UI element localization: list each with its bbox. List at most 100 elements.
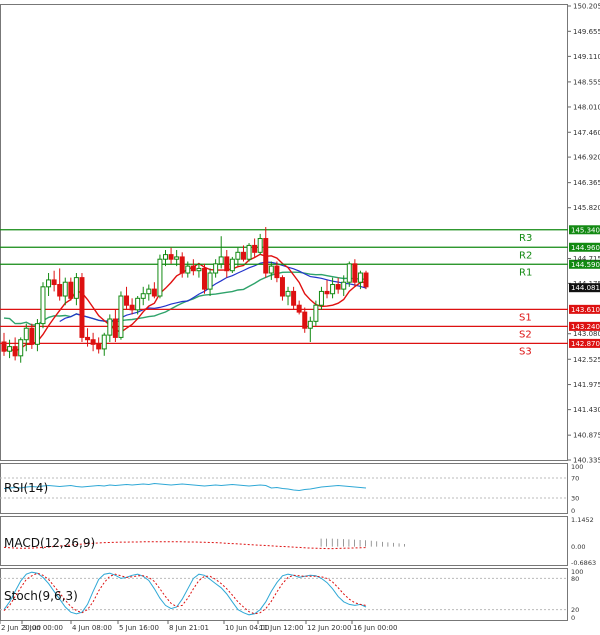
y-tick-label: 140.335 (573, 457, 600, 465)
candle-body (135, 297, 141, 311)
candle-body (12, 346, 18, 357)
candle-body (235, 251, 241, 260)
candle-body (285, 290, 291, 297)
candle-body (1, 341, 7, 352)
stoch-label: Stoch(9,6,3) (4, 589, 78, 603)
x-tick-label: 5 Jun 16:00 (119, 624, 159, 632)
level-name-s3: S3 (519, 346, 532, 357)
candle-body (51, 279, 57, 286)
level-value-r2: 144.960 (571, 244, 600, 252)
ma-green-line (3, 271, 367, 326)
candle-body (318, 290, 324, 306)
candle-body (229, 258, 235, 272)
candle-body (218, 256, 224, 265)
candle-body (85, 336, 91, 341)
candle-body (73, 277, 79, 299)
current-price-tag (569, 283, 600, 293)
candle-body (62, 281, 68, 297)
candle-body (185, 265, 191, 274)
current-price-label: 144.081 (571, 284, 600, 292)
candle-body (29, 327, 35, 345)
x-tick-label: 16 Jun 00:00 (353, 624, 397, 632)
level-name-s2: S2 (519, 329, 532, 340)
candlesticks (1, 227, 369, 363)
x-tick-label: 10 Jun 04:00 (225, 624, 269, 632)
candle-body (163, 254, 169, 260)
y-tick-label: 144.715 (573, 255, 600, 263)
candle-body (246, 244, 252, 260)
level-name-r3: R3 (519, 233, 532, 244)
candle-body (124, 295, 130, 306)
candle-body (307, 320, 313, 329)
candle-body (268, 265, 274, 274)
x-tick-label: 11 Jun 12:00 (259, 624, 303, 632)
candle-body (252, 244, 258, 253)
macd-scale-label: 1.1452 (571, 516, 594, 524)
level-value-s1: 143.610 (571, 306, 600, 314)
macd-label: MACD(12,26,9) (4, 536, 95, 550)
candle-body (174, 256, 180, 260)
candle-body (213, 263, 219, 274)
rsi-scale-label: 30 (571, 495, 579, 503)
y-tick-label: 149.655 (573, 28, 600, 36)
candle-body (302, 311, 308, 329)
y-tick-label: 149.110 (573, 53, 600, 61)
candle-body (346, 263, 352, 283)
level-name-r2: R2 (519, 250, 532, 261)
candle-body (90, 339, 96, 345)
level-name-r1: R1 (519, 267, 532, 278)
y-tick-label: 142.525 (573, 356, 600, 364)
y-tick-label: 141.430 (573, 406, 600, 414)
candle-body (96, 343, 102, 350)
level-value-s2: 143.240 (571, 323, 600, 331)
macd-scale-label: 0.00 (571, 543, 585, 551)
candle-body (313, 304, 319, 322)
candle-body (129, 304, 135, 311)
candle-body (112, 318, 118, 338)
candle-body (240, 251, 246, 260)
stoch-panel-frame (0, 568, 568, 621)
candle-body (263, 238, 269, 274)
grid (0, 4, 568, 461)
candle-body (279, 277, 285, 297)
candle-body (157, 258, 163, 297)
rsi-scale-label: 70 (571, 475, 579, 483)
ma-red-line (3, 253, 367, 352)
candle-body (18, 339, 24, 357)
macd-scale-label: -0.6863 (571, 559, 596, 567)
candle-body (335, 284, 341, 290)
candle-body (190, 265, 196, 272)
candle-body (34, 323, 40, 345)
moving-averages (3, 253, 367, 352)
candle-body (352, 263, 358, 283)
stoch-scale-label: 0 (571, 614, 575, 622)
level-value-r3: 145.340 (571, 226, 600, 234)
x-tick-label: 2 Jun 20:00 (1, 624, 41, 632)
candle-body (224, 256, 230, 272)
candle-body (151, 288, 157, 297)
level-value-r1: 144.590 (571, 261, 600, 269)
y-tick-label: 141.975 (573, 381, 600, 389)
candle-body (79, 277, 85, 338)
candle-body (23, 327, 29, 341)
y-tick-label: 145.820 (573, 204, 600, 212)
candle-body (257, 238, 263, 253)
x-tick-label: 4 Jun 08:00 (72, 624, 112, 632)
candle-body (46, 279, 52, 288)
candle-body (274, 265, 280, 279)
candle-body (341, 281, 347, 290)
y-tick-label: 140.875 (573, 432, 600, 440)
rsi-scale-label: 100 (571, 463, 583, 471)
x-tick-label: 12 Jun 20:00 (307, 624, 351, 632)
stoch-scale-label: 20 (571, 606, 579, 614)
macd-signal-line (3, 541, 367, 550)
rsi-scale-label: 0 (571, 507, 575, 515)
rsi-line (3, 482, 367, 492)
candle-body (207, 272, 213, 290)
candle-body (363, 272, 369, 288)
rsi-label: RSI(14) (4, 481, 48, 495)
candle-body (196, 267, 202, 272)
level-value-s3: 142.870 (571, 340, 600, 348)
